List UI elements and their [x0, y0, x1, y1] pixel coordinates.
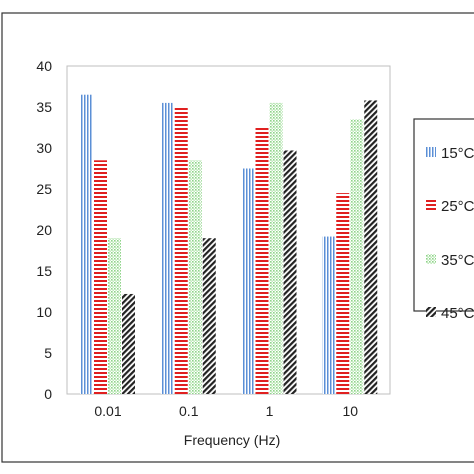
legend-label: 25°C [441, 198, 474, 215]
legend-swatch [426, 307, 436, 317]
legend-box [413, 118, 474, 312]
y-tick-label: 15 [36, 263, 52, 279]
bar-35c-0_01 [108, 238, 121, 394]
bar-45c-0_01 [122, 293, 135, 394]
legend-swatch [426, 147, 436, 157]
y-tick-label: 35 [36, 99, 52, 115]
bar-15c-0_01 [80, 94, 93, 394]
x-tick-label: 0.1 [179, 403, 199, 419]
bar-25c-10 [336, 193, 350, 394]
bar-25c-0_1 [174, 107, 188, 394]
bars [80, 94, 378, 395]
y-tick-label: 40 [36, 58, 52, 74]
legend-label: 35°C [441, 252, 474, 269]
bar-25c-0_01 [94, 160, 107, 394]
legend-swatch [426, 200, 436, 210]
y-tick-label: 20 [36, 222, 52, 238]
y-tick-label: 0 [44, 386, 52, 402]
legend-swatch [426, 254, 436, 264]
bar-45c-0_1 [202, 238, 216, 394]
y-axis-ticks: 0 5 10 15 20 25 30 35 40 [36, 58, 52, 402]
plot-area [66, 65, 391, 395]
y-tick-label: 5 [44, 345, 52, 361]
bar-15c-0_1 [160, 102, 174, 395]
x-tick-label: 0.01 [94, 403, 121, 419]
x-tick-label: 1 [266, 403, 274, 419]
bar-15c-1 [241, 168, 255, 394]
legend: 15°C 25°C 35°C 45°C [426, 145, 474, 322]
y-tick-label: 30 [36, 140, 52, 156]
y-tick-label: 25 [36, 181, 52, 197]
bar-45c-10 [364, 100, 378, 394]
bar-35c-0_1 [188, 160, 202, 394]
bar-25c-1 [255, 127, 269, 394]
bar-35c-1 [269, 102, 283, 395]
y-tick-label: 10 [36, 304, 52, 320]
legend-label: 45°C [441, 305, 474, 322]
x-axis-label: Frequency (Hz) [184, 432, 280, 448]
figure-frame [1, 12, 474, 463]
legend-label: 15°C [441, 145, 474, 162]
x-axis-ticks: 0.01 0.1 1 10 [94, 403, 358, 419]
bar-45c-1 [283, 150, 297, 394]
x-tick-label: 10 [342, 403, 358, 419]
bar-35c-10 [350, 119, 364, 395]
bar-15c-10 [322, 236, 336, 394]
